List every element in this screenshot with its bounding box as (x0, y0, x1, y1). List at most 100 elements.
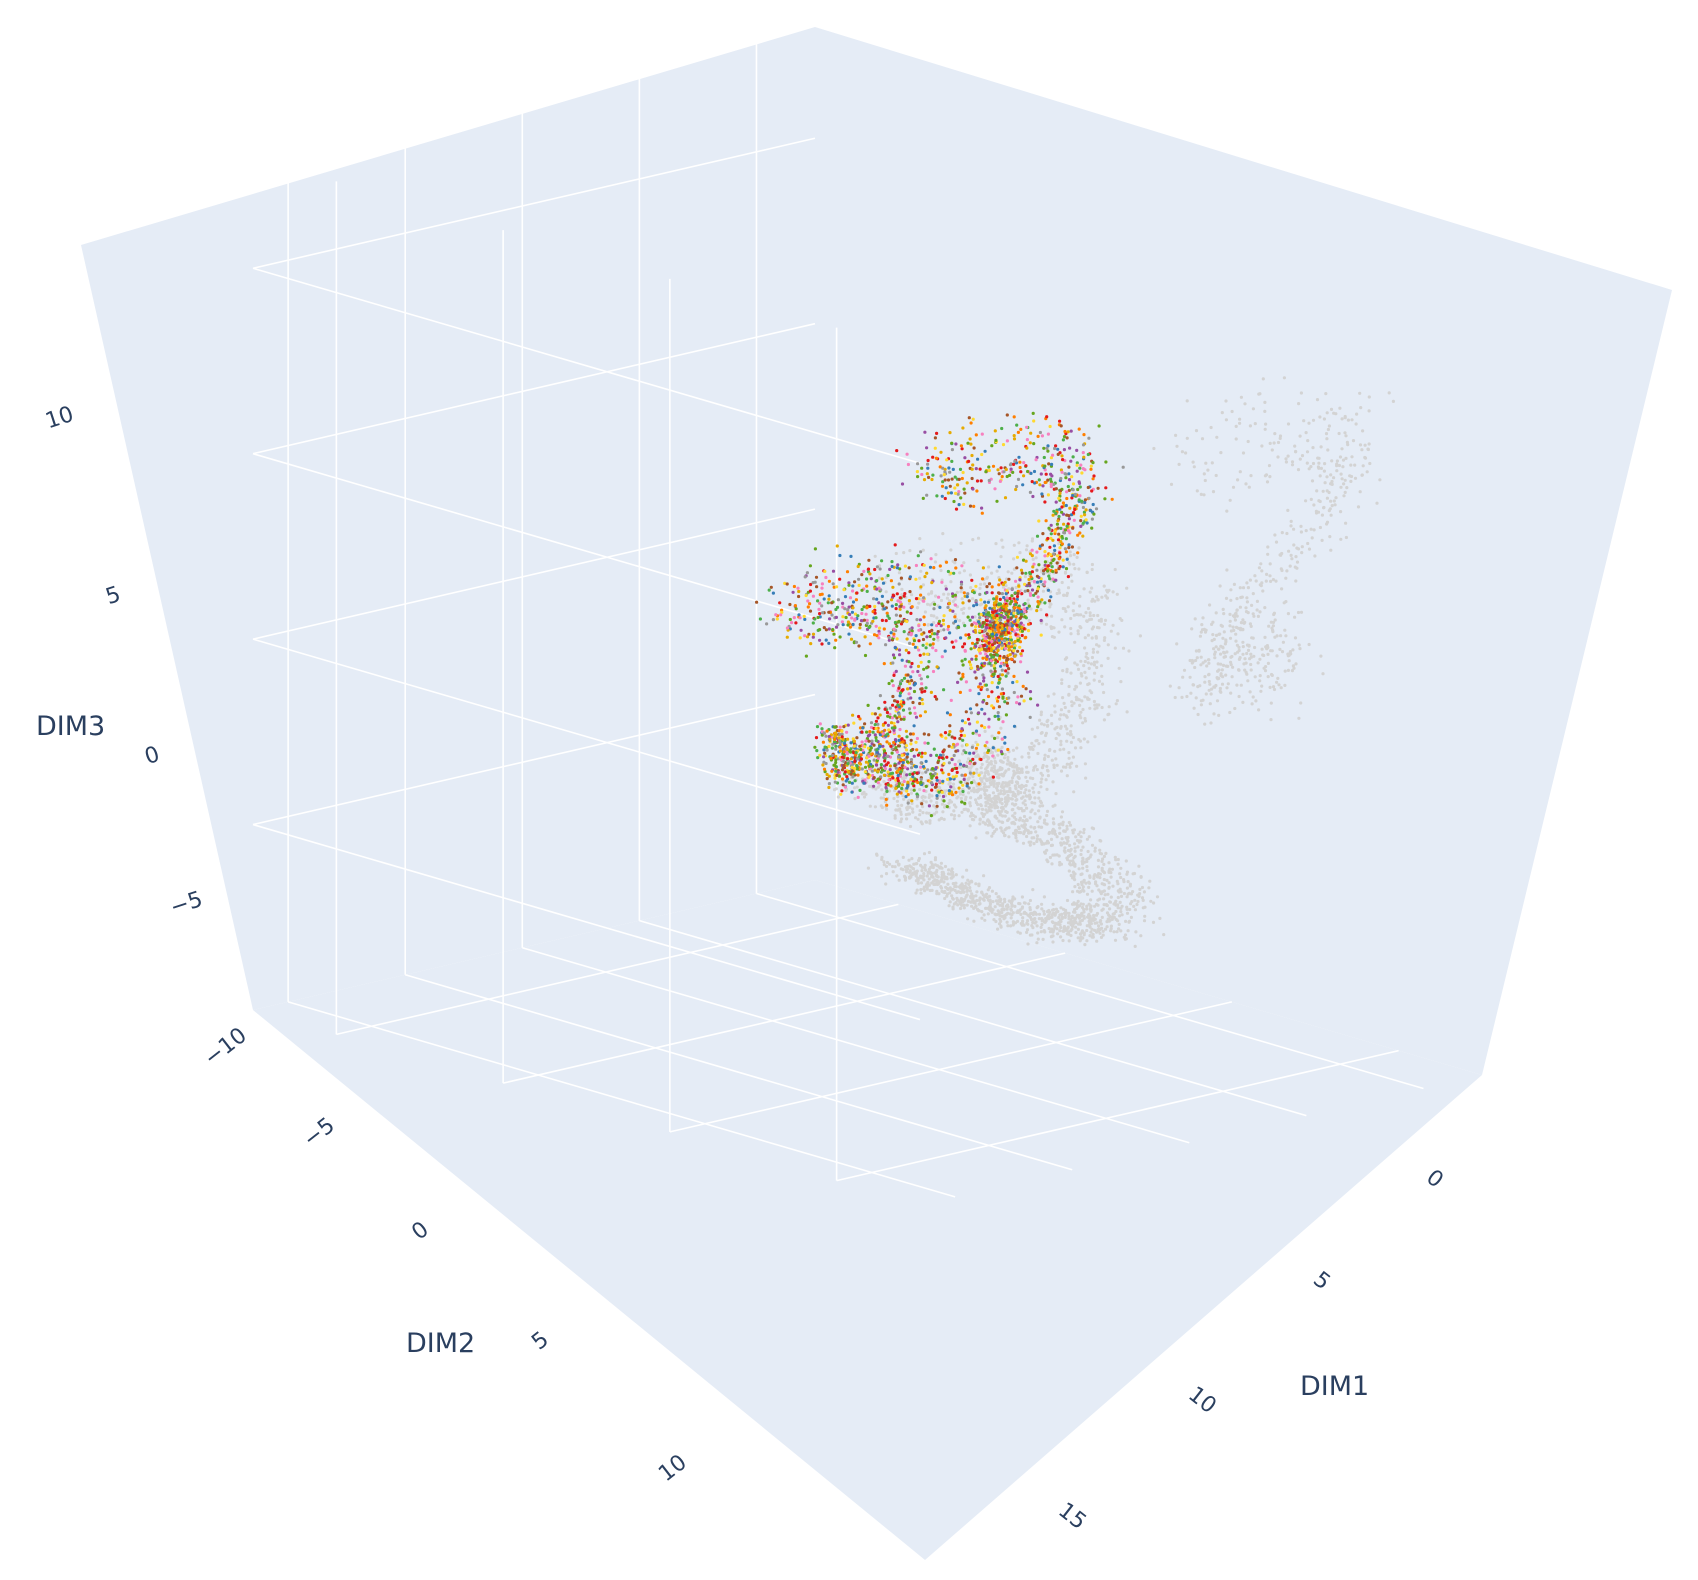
data-point (1016, 638, 1020, 643)
data-point (1072, 601, 1076, 605)
data-point (1067, 914, 1071, 918)
data-point (949, 698, 953, 703)
data-point (1330, 479, 1334, 484)
data-point (946, 569, 951, 574)
data-point (978, 467, 982, 471)
data-point (905, 786, 909, 791)
data-point (1083, 670, 1087, 675)
data-point (958, 762, 963, 766)
data-point (943, 649, 947, 653)
data-point (979, 757, 983, 762)
data-point (882, 627, 886, 631)
data-point (990, 690, 994, 694)
data-point (1234, 424, 1238, 428)
data-point (1088, 614, 1092, 618)
data-point (1003, 756, 1007, 760)
data-point (1085, 869, 1089, 873)
data-point (1129, 915, 1133, 920)
data-point (1020, 629, 1024, 633)
data-point (1079, 710, 1083, 714)
data-point (1337, 463, 1341, 468)
data-point (1270, 673, 1274, 678)
data-point (849, 637, 854, 641)
data-point (920, 466, 924, 470)
data-point (1036, 595, 1040, 599)
data-point (1043, 753, 1047, 757)
data-point (1089, 930, 1093, 934)
data-point (1036, 931, 1040, 935)
data-point (958, 737, 962, 741)
data-point (937, 794, 941, 798)
data-point (1140, 896, 1145, 900)
data-point (1050, 722, 1054, 726)
data-point (997, 705, 1002, 709)
data-point (938, 779, 942, 783)
data-point (994, 772, 998, 776)
data-point (1335, 459, 1339, 463)
data-point (1011, 776, 1015, 780)
data-point (1084, 676, 1088, 680)
data-point (1180, 450, 1184, 454)
data-point (988, 661, 992, 666)
data-point (1081, 534, 1085, 538)
data-point (1007, 644, 1011, 649)
data-point (1207, 679, 1211, 684)
data-point (1029, 825, 1033, 829)
data-point (1028, 441, 1032, 445)
data-point (1070, 496, 1074, 500)
data-point (1152, 446, 1156, 451)
data-point (990, 585, 994, 589)
data-point (1023, 901, 1027, 905)
data-point (919, 888, 923, 892)
data-point (915, 795, 920, 799)
data-point (1024, 571, 1028, 575)
data-point (904, 795, 908, 799)
data-point (971, 757, 975, 762)
3d-scene[interactable]: 10 5 0 −5 −10 −5 0 5 10 0 5 10 15 DIM3 D… (36, 27, 1672, 1560)
data-point (1074, 930, 1078, 935)
data-point (1268, 475, 1272, 479)
data-point (922, 667, 926, 671)
data-point (1029, 575, 1033, 579)
data-point (1012, 922, 1016, 926)
data-point (1280, 531, 1284, 535)
data-point (970, 892, 974, 896)
data-point (1321, 489, 1325, 493)
data-point (935, 624, 939, 628)
data-point (1058, 913, 1062, 917)
data-point (950, 745, 954, 749)
data-point (897, 878, 901, 882)
data-point (983, 751, 987, 755)
data-point (1244, 482, 1248, 486)
data-point (1076, 667, 1081, 672)
data-point (954, 442, 958, 446)
data-point (1102, 889, 1106, 893)
data-point (1101, 929, 1105, 933)
data-point (1100, 859, 1104, 864)
data-point (888, 764, 893, 768)
data-point (946, 777, 950, 782)
data-point (1260, 569, 1264, 573)
data-point (1116, 882, 1120, 886)
data-point (1070, 927, 1074, 931)
data-point (1360, 448, 1364, 452)
data-point (989, 809, 993, 813)
data-point (973, 670, 977, 674)
data-point (1078, 703, 1082, 708)
data-point (1115, 699, 1119, 703)
data-point (883, 700, 887, 704)
data-point (945, 875, 949, 880)
data-point (1235, 614, 1239, 618)
data-point (960, 903, 964, 908)
data-point (1018, 578, 1022, 582)
data-point (1086, 661, 1090, 665)
data-point (1017, 455, 1021, 459)
data-point (1243, 620, 1247, 625)
data-point (961, 645, 965, 649)
data-point (924, 784, 928, 789)
data-point (1090, 935, 1094, 939)
data-point (1340, 477, 1344, 481)
data-point (1298, 457, 1302, 461)
data-point (1048, 855, 1052, 860)
data-point (979, 582, 983, 586)
